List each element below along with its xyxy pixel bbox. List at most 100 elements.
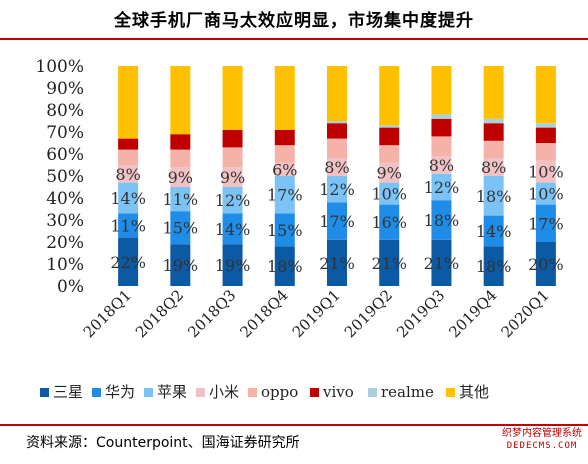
x-tick-label: 2018Q3 bbox=[184, 286, 239, 341]
bar-segment-三星 bbox=[535, 242, 556, 286]
x-tick-label: 2018Q2 bbox=[132, 286, 187, 341]
bar-segment-小米 bbox=[274, 162, 295, 176]
legend-label-vivo: vivo bbox=[322, 383, 354, 401]
bar-segment-小米 bbox=[118, 165, 139, 183]
data-label: 14% bbox=[476, 222, 512, 241]
legend: 三星 华为 苹果 小米 oppo vivo realme 其他 bbox=[40, 383, 489, 401]
bar-segment-华为 bbox=[118, 213, 139, 238]
bar-segment-华为 bbox=[431, 200, 452, 240]
bar-segment-华为 bbox=[327, 202, 347, 240]
bar-segment-oppo bbox=[118, 149, 139, 165]
data-label: 16% bbox=[371, 213, 407, 232]
y-tick-label: 0% bbox=[57, 277, 84, 297]
bar-segment-其他 bbox=[535, 66, 556, 124]
data-label: 10% bbox=[528, 185, 564, 204]
y-tick-label: 20% bbox=[46, 233, 84, 253]
bar-segment-苹果 bbox=[170, 187, 191, 212]
bar-segment-三星 bbox=[431, 239, 452, 286]
bar-segment-苹果 bbox=[535, 182, 556, 205]
bar-segment-其他 bbox=[170, 66, 191, 135]
bar-segment-其他 bbox=[118, 66, 139, 139]
bar-segment-其他 bbox=[379, 66, 400, 126]
bar-segment-苹果 bbox=[222, 187, 243, 214]
data-label: 15% bbox=[163, 219, 199, 238]
data-label: 19% bbox=[215, 256, 251, 275]
bar-segment-苹果 bbox=[431, 173, 452, 201]
watermark: 织梦内容管理系统 DEDECMS.COM bbox=[502, 428, 582, 452]
y-tick-label: 50% bbox=[46, 167, 84, 187]
x-tick-label: 2018Q1 bbox=[80, 286, 135, 341]
legend-swatch-oppo bbox=[248, 388, 257, 397]
bar-segment-小米 bbox=[431, 156, 452, 174]
data-label: 8% bbox=[481, 158, 506, 177]
bar-segment-三星 bbox=[118, 237, 139, 286]
data-label: 10% bbox=[371, 185, 407, 204]
bar-segment-华为 bbox=[379, 204, 400, 240]
bar-segment-oppo bbox=[170, 149, 191, 168]
bar-segment-小米 bbox=[170, 167, 191, 187]
data-label: 12% bbox=[319, 180, 355, 199]
bar-segment-vivo bbox=[118, 138, 139, 150]
y-axis: 0%10%20%30%40%50%60%70%80%90%100% bbox=[35, 57, 84, 297]
legend-swatch-realme bbox=[368, 388, 377, 397]
x-tick-label: 2019Q1 bbox=[289, 286, 344, 341]
bar-segment-华为 bbox=[535, 204, 556, 242]
y-tick-label: 80% bbox=[46, 101, 84, 121]
bar-segment-oppo bbox=[431, 136, 452, 157]
legend-label-其他: 其他 bbox=[459, 383, 489, 401]
data-label: 21% bbox=[319, 254, 355, 273]
bar-segment-华为 bbox=[170, 211, 191, 245]
legend-label-华为: 华为 bbox=[105, 383, 135, 401]
bar-segment-其他 bbox=[327, 66, 347, 121]
data-label: 14% bbox=[110, 189, 146, 208]
watermark-line2: DEDECMS.COM bbox=[506, 441, 578, 451]
data-label: 18% bbox=[424, 211, 460, 230]
legend-label-oppo: oppo bbox=[261, 383, 298, 401]
data-label: 21% bbox=[371, 254, 407, 273]
legend-swatch-vivo bbox=[310, 388, 319, 397]
bar-segment-三星 bbox=[222, 244, 243, 286]
data-label: 22% bbox=[110, 253, 146, 272]
y-tick-label: 90% bbox=[46, 79, 84, 99]
legend-label-苹果: 苹果 bbox=[157, 383, 187, 401]
x-tick-label: 2019Q4 bbox=[445, 286, 500, 341]
data-label: 8% bbox=[324, 158, 349, 177]
bar-segment-华为 bbox=[483, 215, 504, 247]
title-divider bbox=[0, 38, 588, 40]
bar-segment-vivo bbox=[274, 129, 295, 146]
source-divider bbox=[0, 424, 588, 426]
data-label: 6% bbox=[272, 160, 297, 179]
bar-series-group bbox=[118, 66, 556, 286]
bar-segment-三星 bbox=[170, 244, 191, 286]
y-tick-label: 100% bbox=[35, 57, 84, 77]
bar-segment-vivo bbox=[431, 118, 452, 137]
legend-swatch-其他 bbox=[446, 388, 455, 397]
legend-swatch-苹果 bbox=[144, 388, 153, 397]
data-label: 11% bbox=[163, 190, 199, 209]
x-tick-label: 2020Q1 bbox=[498, 286, 553, 341]
bar-segment-vivo bbox=[222, 129, 243, 148]
bar-segment-其他 bbox=[222, 66, 243, 130]
bar-segment-其他 bbox=[483, 66, 504, 119]
bar-segment-vivo bbox=[170, 134, 191, 150]
data-labels-group: 22% 11% 14% 8% 19% 15% 11% 9% 19% 14% 12% 9% 18% 15% 1… bbox=[110, 156, 563, 276]
data-label: 17% bbox=[319, 212, 355, 231]
bar-segment-三星 bbox=[379, 239, 400, 286]
bar-segment-小米 bbox=[535, 160, 556, 183]
bar-segment-苹果 bbox=[274, 176, 295, 214]
data-label: 19% bbox=[163, 256, 199, 275]
data-label: 8% bbox=[115, 165, 140, 184]
data-label: 12% bbox=[215, 191, 251, 210]
data-label: 18% bbox=[476, 257, 512, 276]
bar-segment-小米 bbox=[379, 162, 400, 183]
data-label: 17% bbox=[267, 186, 303, 205]
data-label: 14% bbox=[215, 220, 251, 239]
bar-segment-三星 bbox=[274, 246, 295, 286]
data-label: 8% bbox=[429, 156, 454, 175]
stacked-bar-chart: 0%10%20%30%40%50%60%70%80%90%100% 22%11%… bbox=[35, 57, 563, 401]
chart-title: 全球手机厂商马太效应明显，市场集中度提升 bbox=[114, 11, 474, 31]
bar-segment-小米 bbox=[222, 167, 243, 187]
bar-segment-realme bbox=[379, 125, 400, 128]
bar-segment-realme bbox=[483, 118, 504, 124]
x-tick-label: 2018Q4 bbox=[236, 286, 291, 341]
